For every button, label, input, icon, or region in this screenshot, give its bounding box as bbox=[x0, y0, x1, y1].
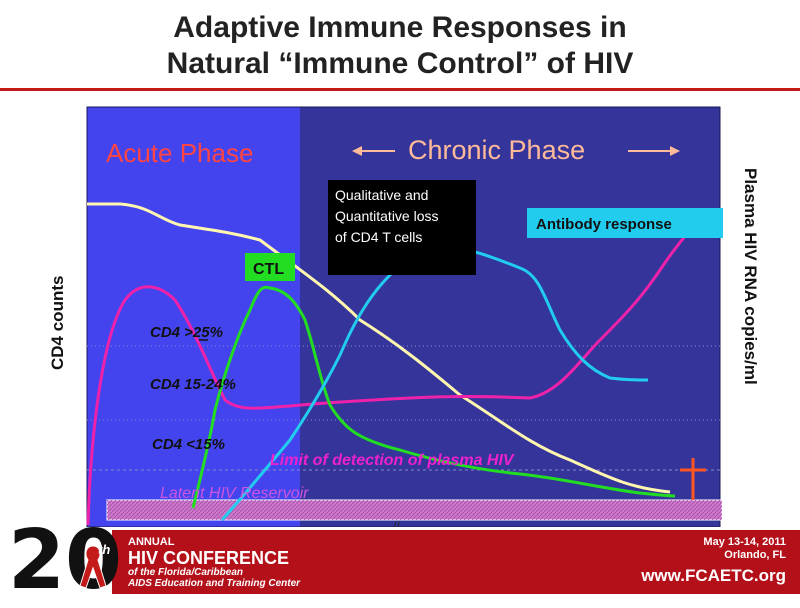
awareness-ribbon-icon bbox=[79, 545, 107, 589]
conference-sub1: of the Florida/Caribbean bbox=[128, 567, 244, 578]
y-axis-right-label: Plasma HIV RNA copies/ml bbox=[741, 168, 760, 385]
conference-name: HIV CONFERENCE bbox=[128, 548, 290, 568]
reservoir-label: Latent HIV Reservoir bbox=[160, 485, 309, 502]
acute-phase-region bbox=[87, 107, 300, 527]
conference-date: May 13-14, 2011 bbox=[703, 536, 786, 548]
conference-url[interactable]: www.FCAETC.org bbox=[641, 566, 786, 585]
cd4-count-line bbox=[87, 202, 671, 494]
acute-phase-label: Acute Phase bbox=[106, 138, 253, 168]
antibody-label: Antibody response bbox=[536, 216, 672, 233]
slide-title: Adaptive Immune Responses in Natural “Im… bbox=[0, 10, 800, 82]
chronic-phase-label: Chronic Phase bbox=[408, 135, 585, 165]
chronic-phase-region bbox=[300, 107, 720, 527]
footer-banner bbox=[112, 530, 800, 594]
cd4-loss-line3: of CD4 T cells bbox=[335, 229, 422, 245]
title-divider bbox=[0, 88, 800, 91]
anniversary-superscript: th bbox=[98, 542, 111, 557]
slide-title-line2: Natural “Immune Control” of HIV bbox=[166, 47, 634, 80]
axis-break-mark: // bbox=[393, 519, 400, 533]
cd4-gt25-label: CD4 >25% bbox=[150, 324, 223, 341]
slide-title-line1: Adaptive Immune Responses in bbox=[173, 11, 627, 44]
cd4-loss-line2: Quantitative loss bbox=[335, 208, 439, 224]
cd4-lt15-label: CD4 <15% bbox=[152, 436, 225, 453]
chronic-arrow-right-head bbox=[670, 146, 680, 156]
conference-sub2: AIDS Education and Training Center bbox=[128, 578, 301, 589]
ctl-label: CTL bbox=[253, 261, 284, 278]
ctl-line bbox=[191, 285, 676, 509]
anniversary-numeral: 20 bbox=[8, 513, 123, 608]
conference-city: Orlando, FL bbox=[724, 549, 786, 561]
hiv-rna-line bbox=[86, 212, 707, 526]
antibody-label-box bbox=[527, 208, 723, 238]
cd4-loss-box bbox=[328, 180, 476, 275]
latent-reservoir-hatch bbox=[107, 500, 722, 520]
conference-annual: ANNUAL bbox=[128, 536, 175, 548]
chronic-arrow-left-head bbox=[352, 146, 362, 156]
cd4-15-24-label: CD4 15-24% bbox=[150, 376, 236, 393]
y-axis-left-label: CD4 counts bbox=[48, 276, 67, 370]
ctl-label-box bbox=[245, 253, 295, 281]
detection-limit-label: Limit of detection of plasma HIV bbox=[270, 452, 515, 469]
cd4-loss-line1: Qualitative and bbox=[335, 187, 428, 203]
